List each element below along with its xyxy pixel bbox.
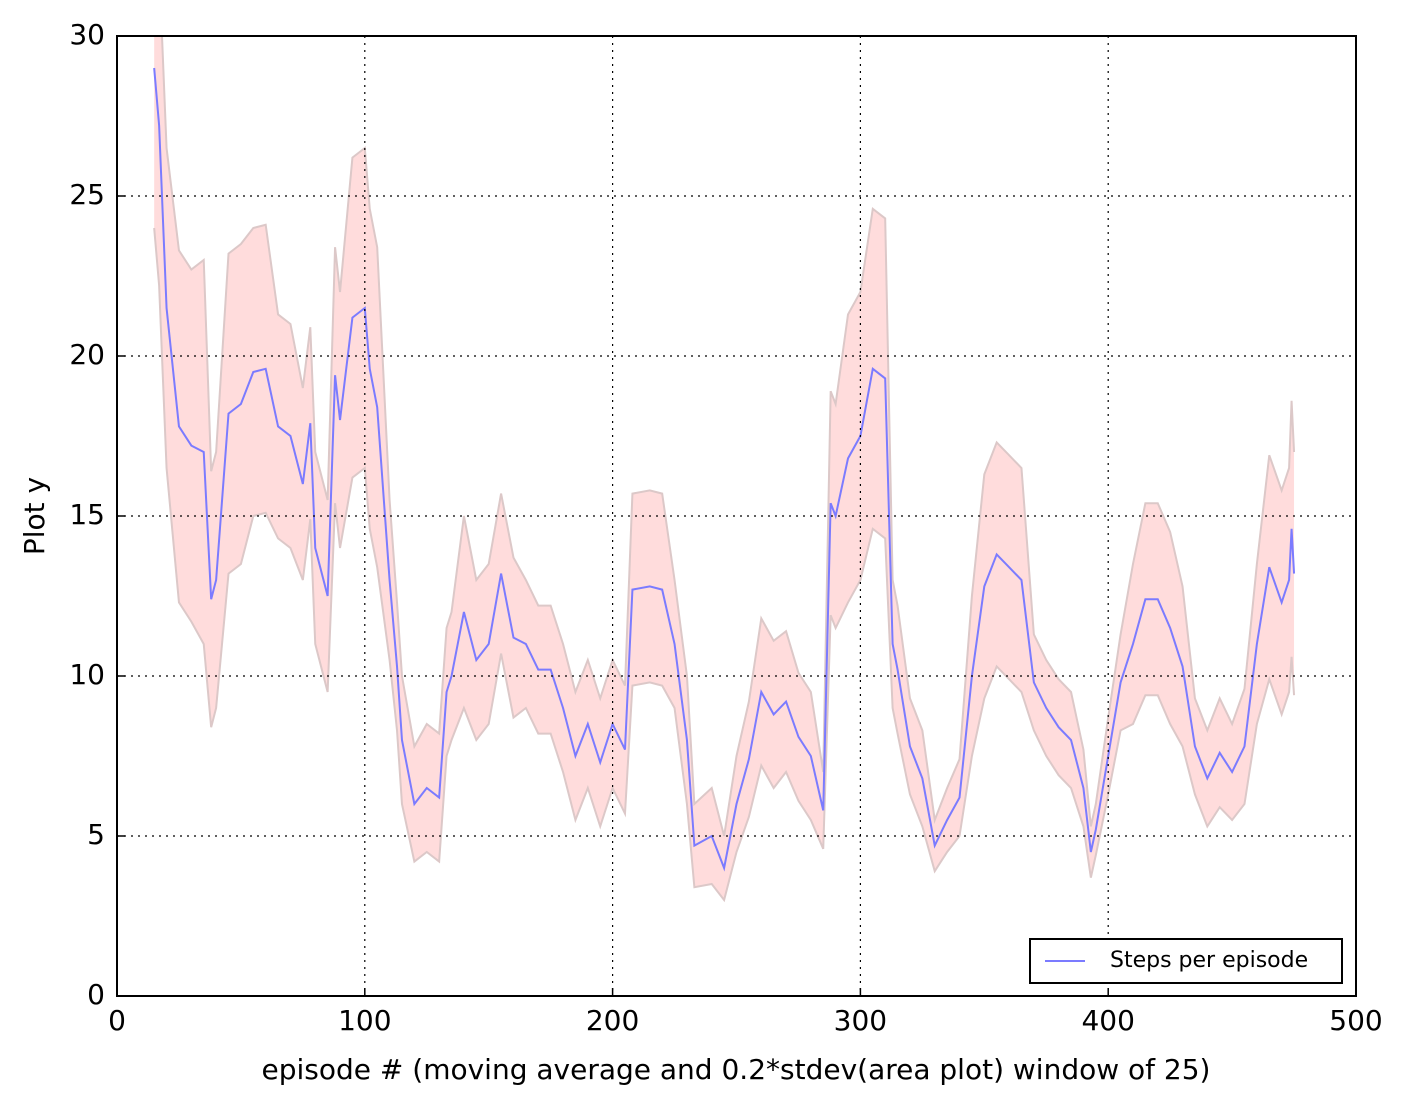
x-tick-label: 200 — [586, 1004, 639, 1037]
y-tick-label: 15 — [69, 498, 105, 531]
y-tick-label: 30 — [69, 18, 105, 51]
x-tick-label: 0 — [108, 1004, 126, 1037]
legend-label: Steps per episode — [1110, 948, 1308, 973]
x-axis-label: episode # (moving average and 0.2*stdev(… — [262, 1053, 1211, 1086]
band-area — [154, 36, 1295, 900]
band-upper — [160, 36, 1296, 837]
overlay: 0 100 200 300 400 500 0 5 10 15 20 25 30 Steps per ep… — [69, 18, 1382, 1037]
x-tick-label: 300 — [834, 1004, 887, 1037]
x-tick-label: 500 — [1329, 1004, 1382, 1037]
band-lower — [153, 227, 1296, 903]
plot-area — [153, 36, 1296, 903]
x-tick-label: 400 — [1081, 1004, 1134, 1037]
y-tick-label: 10 — [69, 658, 105, 691]
y-axis-label: Plot y — [18, 477, 51, 555]
y-tick-label: 5 — [87, 818, 105, 851]
y-tick-label: 25 — [69, 178, 105, 211]
series-line — [153, 67, 1296, 872]
plot-frame — [116, 35, 1357, 997]
y-tick-label: 20 — [69, 338, 105, 371]
y-tick-label: 0 — [87, 978, 105, 1011]
x-tick-label: 100 — [338, 1004, 391, 1037]
